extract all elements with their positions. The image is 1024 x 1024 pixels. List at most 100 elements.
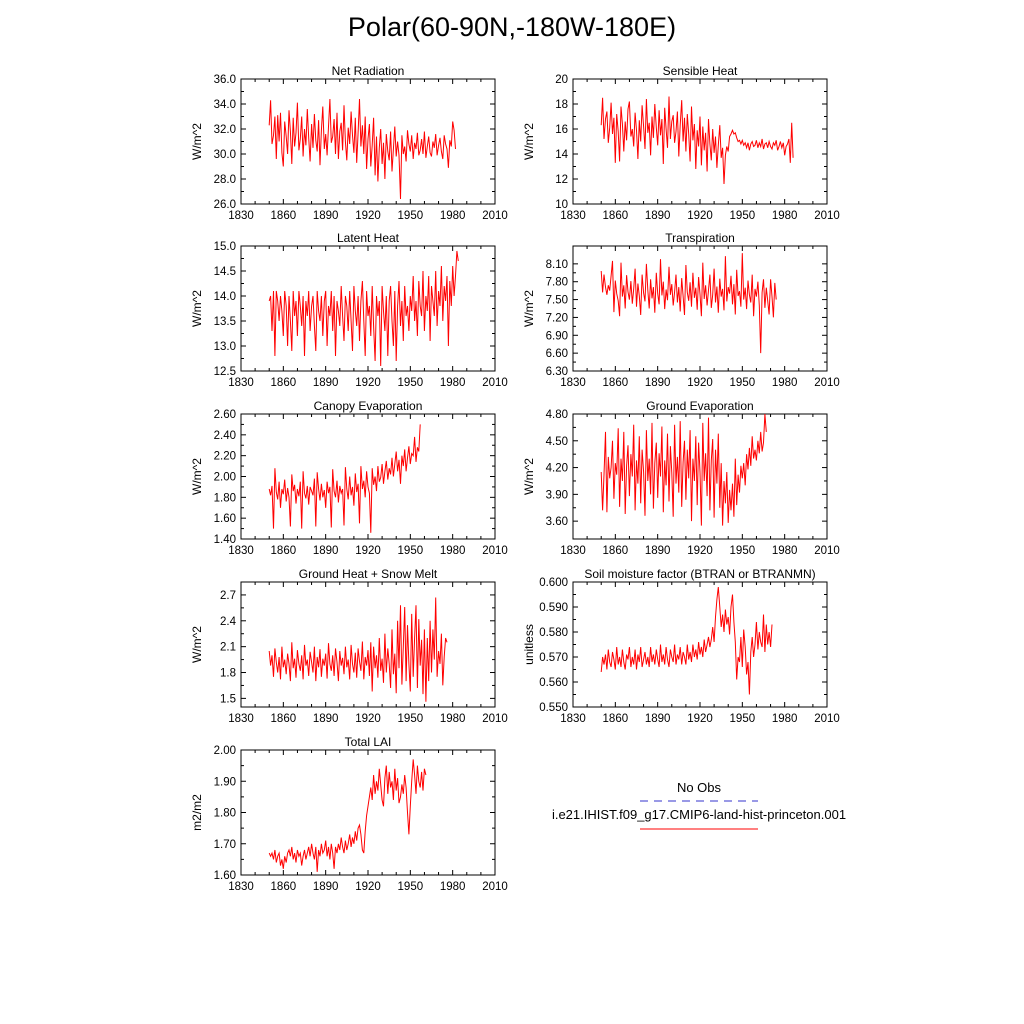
panel-1: Net Radiation 1830 1860 1890 1920 1950 1980 201… [190,64,508,222]
y-tick-label: 0.570 [539,652,568,664]
series-line [600,586,773,695]
y-tick-label: 7.20 [546,312,568,324]
x-tick-label: 1980 [440,545,466,557]
y-tick-label: 1.70 [214,839,236,851]
y-tick-label: 3.60 [546,516,568,528]
x-tick-label: 1890 [313,713,339,725]
x-tick-label: 1920 [687,545,713,557]
y-tick-label: 28.0 [214,174,236,186]
panel-title: Transpiration [665,231,735,245]
y-tick-label: 4.80 [546,409,568,421]
y-tick-label: 1.80 [214,808,236,820]
y-tick-label: 14.0 [214,291,236,303]
x-tick-label: 1890 [645,377,671,389]
y-tick-label: 1.8 [220,668,236,680]
x-tick-label: 1890 [645,713,671,725]
x-tick-label: 2010 [482,881,508,893]
x-tick-label: 2010 [814,713,840,725]
y-tick-label: 0.560 [539,677,568,689]
plot-frame [240,581,496,708]
x-tick-label: 1830 [228,210,254,222]
y-tick-label: 13.0 [214,341,236,353]
y-axis-label: W/m^2 [190,626,204,663]
x-tick-label: 1860 [603,210,629,222]
y-tick-label: 1.60 [214,513,236,525]
y-tick-label: 2.60 [214,409,236,421]
y-tick-label: 14.5 [214,266,236,278]
x-tick-label: 1830 [560,377,586,389]
legend-model-label: i.e21.IHIST.f09_g17.CMIP6-land-hist-prin… [552,807,846,822]
y-tick-label: 6.30 [546,366,568,378]
x-tick-label: 1860 [603,713,629,725]
x-tick-label: 1920 [355,210,381,222]
x-tick-label: 1890 [645,545,671,557]
x-tick-label: 1980 [772,377,798,389]
x-tick-label: 1980 [772,210,798,222]
x-tick-label: 1830 [560,210,586,222]
x-tick-label: 1920 [355,881,381,893]
y-tick-label: 6.60 [546,348,568,360]
y-tick-label: 1.40 [214,534,236,546]
y-tick-label: 1.60 [214,870,236,882]
y-tick-label: 4.20 [546,463,568,475]
y-tick-label: 2.40 [214,430,236,442]
x-tick-label: 1830 [228,545,254,557]
y-tick-label: 34.0 [214,99,236,111]
x-tick-label: 1920 [355,713,381,725]
x-tick-label: 1860 [603,377,629,389]
legend-obs-label: No Obs [677,780,722,795]
x-tick-label: 1980 [440,881,466,893]
panel-title: Net Radiation [332,64,405,78]
y-tick-label: 0.580 [539,627,568,639]
y-tick-label: 10 [555,199,568,211]
y-tick-label: 1.90 [214,776,236,788]
x-tick-label: 1920 [687,210,713,222]
x-tick-label: 1920 [687,713,713,725]
x-tick-label: 1830 [228,377,254,389]
x-tick-label: 1980 [440,713,466,725]
y-tick-label: 2.4 [220,616,237,628]
y-tick-label: 0.590 [539,602,568,614]
plot-frame [240,413,496,540]
panel-5: Canopy Evaporation 1830 1860 1890 1920 1950 19… [190,399,508,557]
x-tick-label: 1860 [271,210,297,222]
x-tick-label: 1980 [772,713,798,725]
y-tick-label: 3.90 [546,489,568,501]
y-tick-label: 8.10 [546,259,568,271]
x-tick-label: 1980 [772,545,798,557]
panel-6: Ground Evaporation 1830 1860 1890 1920 1950 19… [522,399,840,557]
y-tick-label: 36.0 [214,74,236,86]
series-line [268,98,456,200]
x-tick-label: 1980 [440,377,466,389]
panel-7: Ground Heat + Snow Melt 1830 1860 1890 1920 1… [190,567,508,725]
series-line [600,253,777,354]
x-tick-label: 1830 [228,713,254,725]
x-tick-label: 2010 [814,377,840,389]
y-tick-label: 2.1 [220,642,236,654]
y-axis-label: W/m^2 [522,458,536,495]
y-tick-label: 26.0 [214,199,236,211]
y-tick-label: 2.00 [214,472,236,484]
x-tick-label: 2010 [482,713,508,725]
y-axis-label: W/m^2 [190,458,204,495]
y-tick-label: 7.80 [546,277,568,289]
panel-title: Canopy Evaporation [314,399,423,413]
panel-4: Transpiration 1830 1860 1890 1920 1950 1980 201… [522,231,840,389]
panel-title: Ground Heat + Snow Melt [299,567,438,581]
x-tick-label: 2010 [482,210,508,222]
x-tick-label: 1950 [398,545,424,557]
x-tick-label: 1860 [271,713,297,725]
panel-title: Ground Evaporation [646,399,753,413]
x-tick-label: 1950 [398,713,424,725]
y-tick-label: 1.80 [214,492,236,504]
y-tick-label: 16 [555,124,568,136]
y-tick-label: 0.600 [539,577,568,589]
x-tick-label: 2010 [814,210,840,222]
x-tick-label: 1830 [560,545,586,557]
y-axis-label: W/m^2 [522,290,536,327]
x-tick-label: 2010 [814,545,840,557]
y-tick-label: 7.50 [546,295,568,307]
panel-title: Latent Heat [337,231,400,245]
x-tick-label: 1920 [355,377,381,389]
